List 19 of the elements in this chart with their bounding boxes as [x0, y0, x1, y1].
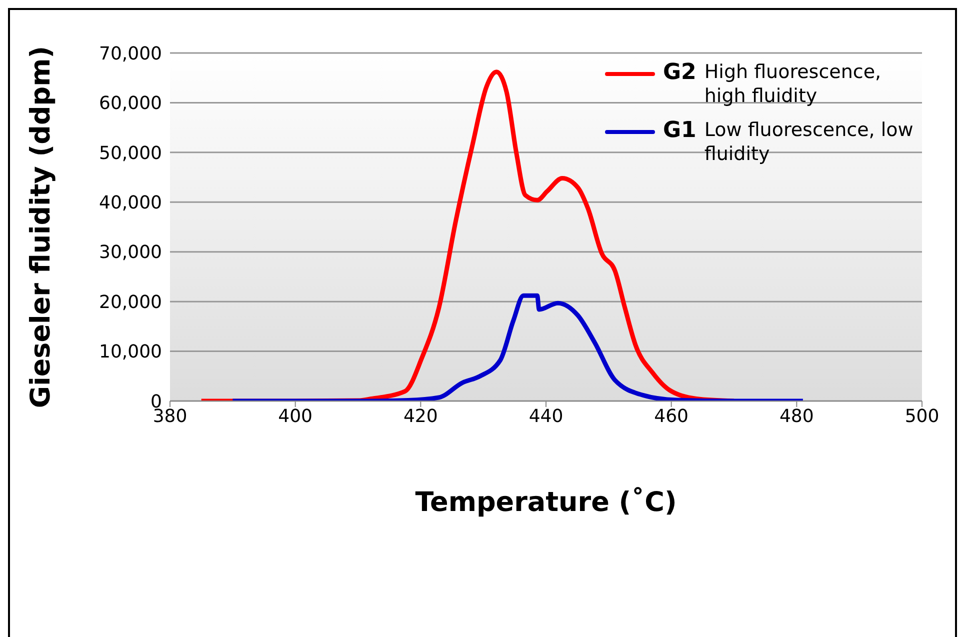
- y-tick-label: 30,000: [99, 242, 162, 264]
- x-tick-label: 480: [779, 406, 814, 427]
- annotation: High fluorescence, high fluidity: [704, 60, 882, 108]
- x-tick-label: 420: [403, 406, 438, 427]
- y-tick-label: 60,000: [99, 93, 162, 114]
- annotation: Low fluorescence, low fluidity: [704, 118, 914, 166]
- x-tick-label: 400: [278, 406, 313, 427]
- legend-label: G1: [663, 118, 696, 143]
- x-tick-label: 460: [654, 406, 689, 427]
- y-tick-label: 20,000: [99, 292, 162, 313]
- x-tick-label: 440: [528, 406, 564, 427]
- y-axis-title: Gieseler fluidity (ddpm): [26, 46, 57, 408]
- y-tick-label: 10,000: [99, 342, 162, 363]
- y-tick-label: 70,000: [99, 43, 162, 64]
- x-axis-title: Temperature (˚C): [415, 487, 677, 518]
- y-tick-label: 50,000: [99, 142, 162, 164]
- legend-label: G2: [663, 60, 696, 85]
- x-tick-label: 500: [904, 406, 940, 427]
- y-tick-label: 40,000: [99, 192, 162, 214]
